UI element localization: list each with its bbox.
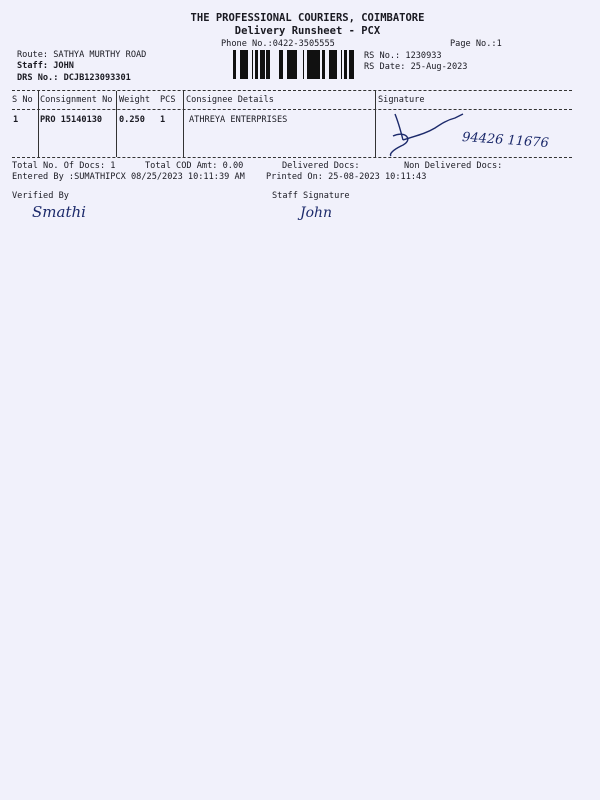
barcode-bar: [233, 50, 235, 79]
barcode-bar: [289, 50, 291, 79]
column-header-sno: S No: [12, 95, 33, 105]
barcode-bar: [262, 50, 264, 79]
divider: [12, 109, 572, 110]
barcode-bar: [267, 50, 270, 79]
barcode-bar: [309, 50, 311, 79]
barcode-bar: [344, 50, 347, 79]
barcode-bar: [329, 50, 331, 79]
column-header-consignment: Consignment No: [40, 95, 113, 105]
route: Route: SATHYA MURTHY ROAD: [17, 50, 147, 60]
verified-by-label: Verified By: [12, 191, 69, 201]
barcode-bar: [264, 50, 265, 79]
barcode-bar: [336, 50, 337, 79]
rs-date: RS Date: 25-Aug-2023: [364, 62, 468, 72]
staff-signature: John: [300, 205, 333, 221]
printed-on: Printed On: 25-08-2023 10:11:43: [266, 172, 427, 182]
barcode-bar: [294, 50, 296, 79]
total-docs: Total No. Of Docs: 1: [12, 161, 116, 171]
barcode-bar: [235, 50, 236, 79]
barcode-bar: [349, 50, 351, 79]
barcode-bar: [255, 50, 258, 79]
cell-sno: 1: [13, 115, 19, 125]
divider: [12, 90, 572, 91]
barcode-bar: [247, 50, 248, 79]
barcode-bar: [331, 50, 334, 79]
non-delivered-docs: Non Delivered Docs:: [404, 161, 503, 171]
barcode-bar: [303, 50, 304, 79]
cell-pcs: 1: [160, 115, 166, 125]
column-header-consignee: Consignee Details: [186, 95, 274, 105]
cell-consignee: ATHREYA ENTERPRISES: [189, 115, 288, 125]
column-divider: [375, 91, 376, 157]
barcode-bar: [317, 50, 320, 79]
column-header-pcs: PCS: [160, 95, 176, 105]
barcode-bar: [314, 50, 317, 79]
barcode-bar: [307, 50, 309, 79]
rs-number: RS No.: 1230933: [364, 51, 442, 61]
cell-weight: 0.250: [119, 115, 145, 125]
barcode: [233, 50, 354, 79]
sheet-title: Delivery Runsheet - PCX: [234, 25, 381, 37]
company-name: THE PROFESSIONAL COURIERS, COIMBATORE: [190, 12, 425, 24]
barcode-bar: [245, 50, 247, 79]
barcode-bar: [287, 50, 289, 79]
column-divider: [116, 91, 117, 157]
divider: [12, 157, 572, 158]
barcode-bar: [282, 50, 283, 79]
cell-consignment: PRO 15140130: [40, 115, 103, 125]
barcode-bar: [351, 50, 353, 79]
barcode-bar: [252, 50, 253, 79]
barcode-bar: [260, 50, 262, 79]
column-header-weight: Weight: [119, 95, 151, 105]
barcode-bar: [334, 50, 336, 79]
column-divider: [38, 91, 39, 157]
barcode-bar: [353, 50, 354, 79]
barcode-bar: [293, 50, 294, 79]
barcode-bar: [296, 50, 297, 79]
staff: Staff: JOHN: [17, 61, 74, 71]
barcode-bar: [341, 50, 342, 79]
column-divider: [183, 91, 184, 157]
column-header-signature: Signature: [378, 95, 425, 105]
barcode-bar: [291, 50, 293, 79]
total-cod: Total COD Amt: 0.00: [145, 161, 244, 171]
receiver-signature: [389, 113, 464, 157]
page-number: Page No.:1: [450, 39, 502, 49]
barcode-bar: [240, 50, 242, 79]
drs-number: DRS No.: DCJB123093301: [17, 73, 131, 83]
staff-signature-label: Staff Signature: [272, 191, 350, 201]
barcode-bar: [242, 50, 245, 79]
barcode-bar: [322, 50, 324, 79]
barcode-bar: [279, 50, 282, 79]
barcode-bar: [266, 50, 267, 79]
verified-signature: Smathi: [32, 203, 86, 221]
entered-by: Entered By :SUMATHIPCX 08/25/2023 10:11:…: [12, 172, 245, 182]
phone-number: Phone No.:0422-3505555: [221, 39, 335, 49]
delivered-docs: Delivered Docs:: [282, 161, 360, 171]
barcode-bar: [324, 50, 325, 79]
barcode-bar: [311, 50, 314, 79]
